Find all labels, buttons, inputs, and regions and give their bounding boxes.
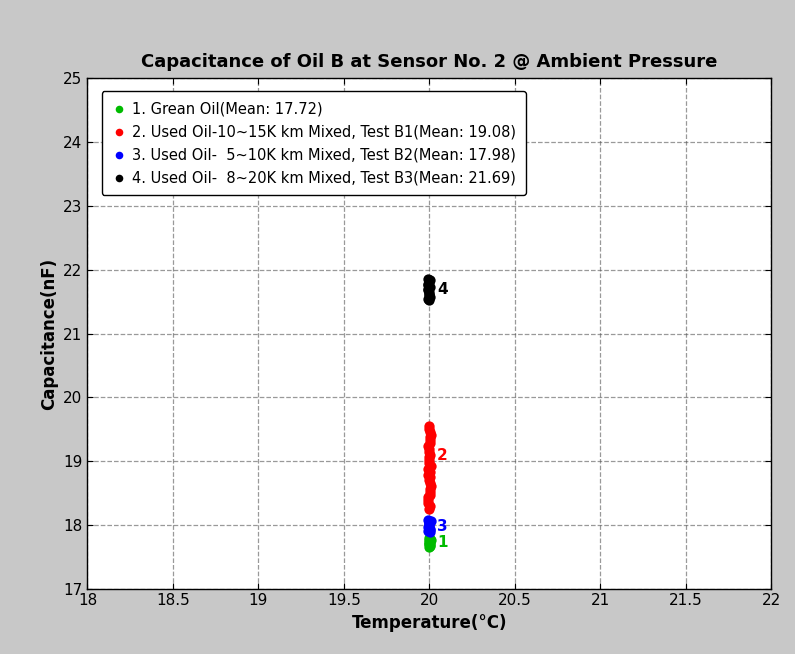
Title: Capacitance of Oil B at Sensor No. 2 @ Ambient Pressure: Capacitance of Oil B at Sensor No. 2 @ A… [141, 54, 717, 71]
Point [424, 525, 436, 536]
Point [422, 285, 435, 296]
Point [423, 538, 436, 549]
Point [424, 524, 436, 534]
Point [423, 517, 436, 527]
Text: 3: 3 [437, 519, 448, 534]
Point [422, 294, 435, 304]
Point [422, 287, 435, 298]
Point [423, 534, 436, 545]
Point [423, 533, 436, 543]
Point [422, 464, 435, 474]
Text: 1: 1 [437, 535, 448, 550]
X-axis label: Temperature(°C): Temperature(°C) [351, 614, 507, 632]
Point [423, 540, 436, 550]
Point [422, 498, 435, 508]
Point [423, 438, 436, 449]
Point [424, 487, 436, 497]
Point [424, 538, 436, 548]
Point [423, 432, 436, 443]
Point [424, 449, 436, 460]
Point [422, 452, 435, 462]
Point [421, 492, 434, 503]
Point [423, 466, 436, 477]
Point [423, 539, 436, 549]
Point [424, 484, 436, 494]
Point [424, 540, 436, 551]
Point [423, 424, 436, 434]
Text: 4: 4 [437, 282, 448, 297]
Text: 2: 2 [437, 449, 448, 464]
Point [422, 283, 435, 294]
Point [425, 429, 437, 439]
Point [424, 282, 436, 292]
Point [423, 475, 436, 485]
Point [424, 478, 436, 489]
Point [422, 279, 435, 289]
Point [422, 523, 435, 533]
Legend: 1. Grean Oil(Mean: 17.72), 2. Used Oil-10~15K km Mixed, Test B1(Mean: 19.08), 3.: 1. Grean Oil(Mean: 17.72), 2. Used Oil-1… [102, 91, 526, 196]
Point [423, 518, 436, 528]
Point [425, 515, 437, 526]
Point [422, 295, 435, 305]
Point [422, 280, 435, 290]
Point [422, 495, 435, 506]
Point [422, 470, 435, 480]
Point [423, 537, 436, 547]
Point [423, 542, 436, 552]
Point [423, 519, 436, 530]
Point [423, 443, 436, 454]
Point [423, 458, 436, 468]
Point [424, 472, 436, 483]
Point [425, 535, 437, 545]
Point [422, 521, 435, 531]
Point [423, 504, 436, 514]
Point [424, 536, 436, 547]
Point [422, 290, 435, 301]
Point [424, 426, 436, 437]
Point [425, 461, 437, 472]
Point [425, 481, 437, 491]
Point [424, 489, 436, 500]
Point [422, 515, 435, 525]
Point [423, 277, 436, 287]
Point [423, 288, 436, 299]
Point [424, 292, 436, 302]
Point [422, 273, 435, 284]
Point [424, 275, 436, 286]
Point [423, 447, 436, 457]
Point [423, 435, 436, 445]
Point [424, 527, 436, 538]
Y-axis label: Capacitance(nF): Capacitance(nF) [40, 258, 58, 409]
Point [423, 455, 436, 466]
Point [424, 501, 436, 511]
Point [423, 421, 436, 431]
Point [421, 441, 434, 451]
Point [422, 521, 435, 532]
Point [421, 526, 434, 536]
Point [424, 534, 436, 544]
